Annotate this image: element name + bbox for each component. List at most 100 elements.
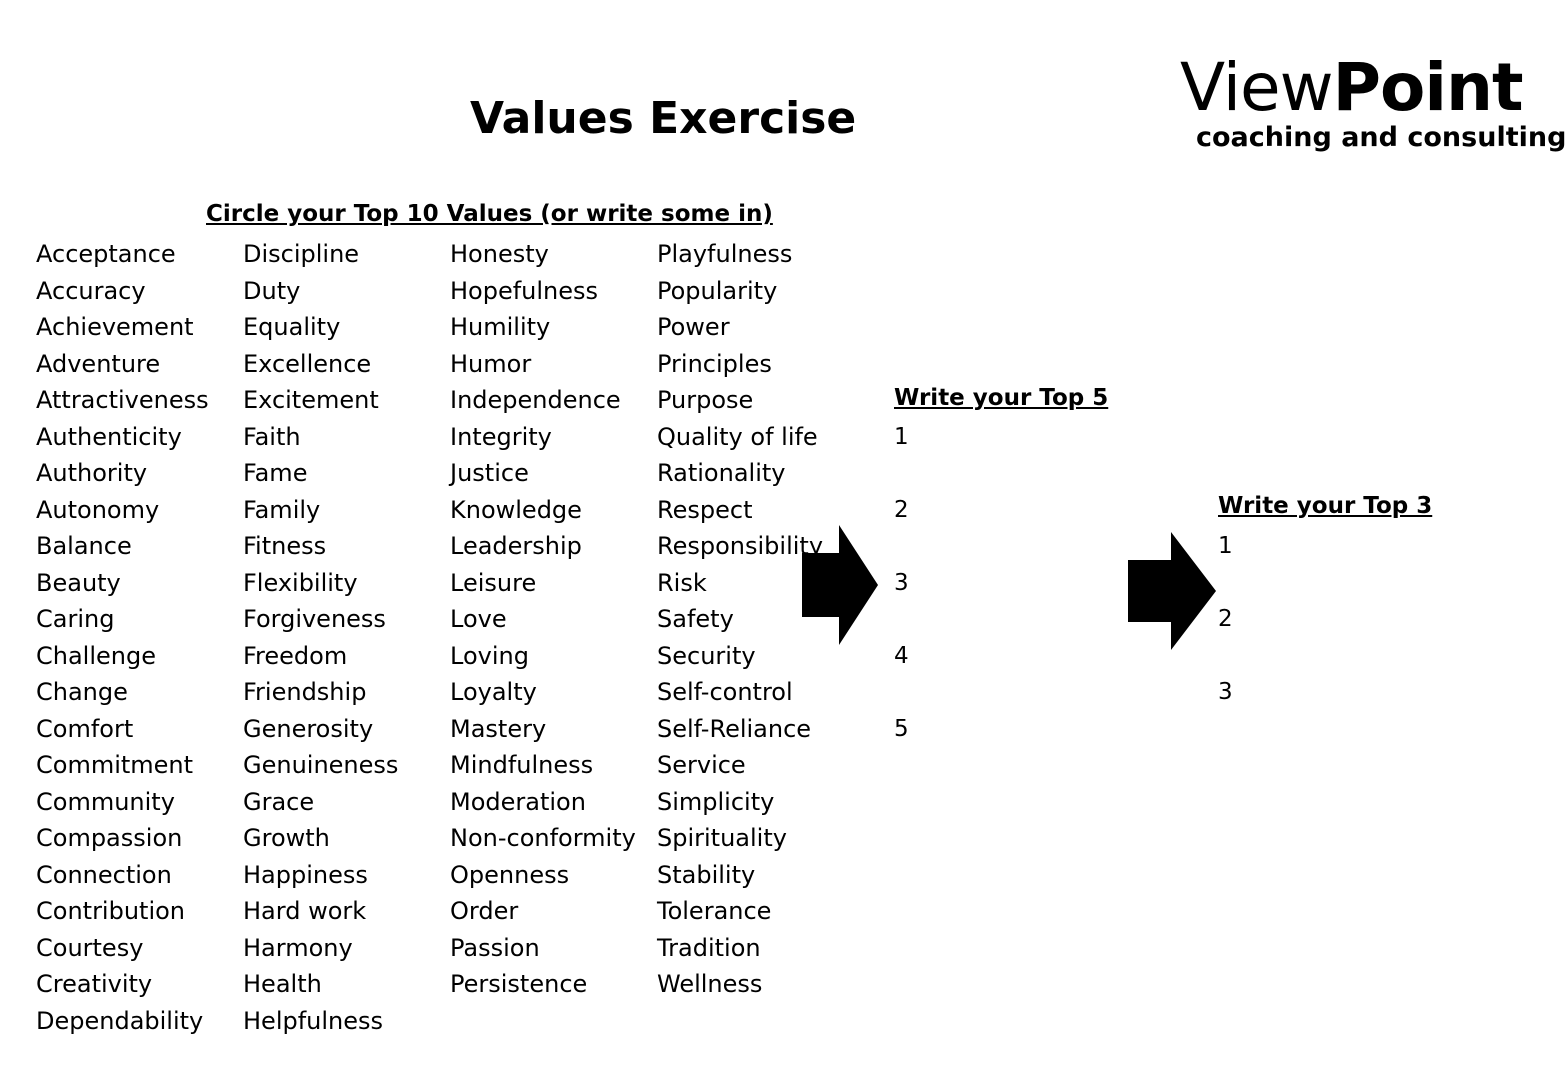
value-item: Flexibility	[243, 568, 358, 597]
top5-number: 3	[894, 570, 909, 596]
value-item: Excellence	[243, 349, 372, 378]
value-item: Purpose	[657, 386, 754, 414]
value-item: Health	[243, 970, 322, 998]
value-item: Tradition	[657, 933, 761, 962]
logo-tagline: coaching and consulting	[1196, 122, 1566, 153]
values-column-2: Discipline Duty Equality Excellence Exciteme…	[243, 236, 398, 1039]
value-item: Achievement	[36, 313, 194, 341]
value-item: Friendship	[243, 678, 367, 706]
values-column-4: Playfulness Popularity Power Principles Purp…	[657, 236, 823, 1003]
top5-number: 2	[894, 497, 909, 523]
value-item: Grace	[243, 787, 315, 816]
value-item: Loving	[450, 641, 529, 670]
value-item: Leadership	[450, 532, 582, 560]
value-item: Humor	[450, 349, 532, 378]
value-item: Popularity	[657, 276, 778, 305]
value-item: Genuineness	[243, 751, 399, 779]
logo-word-view: View	[1180, 49, 1334, 126]
value-item: Spirituality	[657, 824, 787, 852]
top3-number: 3	[1218, 679, 1233, 705]
values-heading: Circle your Top 10 Values (or write some…	[206, 201, 773, 227]
value-item: Responsibility	[657, 532, 824, 560]
value-item: Power	[657, 313, 730, 341]
top5-heading: Write your Top 5	[894, 385, 1109, 411]
value-item: Autonomy	[36, 495, 160, 524]
value-item: Authority	[36, 459, 148, 487]
value-item: Humility	[450, 313, 551, 341]
value-item: Authenticity	[36, 422, 182, 451]
value-item: Non-conformity	[450, 824, 636, 852]
value-item: Commitment	[36, 751, 194, 779]
value-item: Principles	[657, 349, 772, 378]
value-item: Safety	[657, 605, 734, 633]
value-item: Forgiveness	[243, 605, 386, 633]
value-item: Openness	[450, 860, 570, 889]
top3-number: 2	[1218, 606, 1233, 632]
value-item: Freedom	[243, 641, 348, 670]
value-item: Hopefulness	[450, 276, 599, 305]
value-item: Generosity	[243, 714, 374, 743]
arrow-right-icon	[1128, 532, 1216, 650]
value-item: Justice	[450, 459, 529, 487]
top3-number: 1	[1218, 533, 1233, 559]
value-item: Discipline	[243, 240, 360, 268]
value-item: Caring	[36, 605, 115, 633]
value-item: Moderation	[450, 787, 586, 816]
value-item: Knowledge	[450, 495, 582, 524]
value-item: Challenge	[36, 641, 156, 670]
values-column-3: Honesty Hopefulness Humility Humor Independe…	[450, 236, 636, 1003]
value-item: Order	[450, 897, 519, 925]
arrow-right-icon	[802, 525, 878, 645]
value-item: Connection	[36, 860, 172, 889]
value-item: Comfort	[36, 714, 134, 743]
value-item: Faith	[243, 422, 301, 451]
viewpoint-logo: ViewPoint coaching and consulting	[1180, 52, 1566, 162]
value-item: Dependability	[36, 1006, 204, 1035]
value-item: Wellness	[657, 970, 763, 998]
value-item: Change	[36, 678, 128, 706]
value-item: Integrity	[450, 422, 552, 451]
top3-heading: Write your Top 3	[1218, 493, 1433, 519]
top5-number: 1	[894, 424, 909, 450]
value-item: Hard work	[243, 897, 367, 925]
value-item: Honesty	[450, 240, 549, 268]
value-item: Compassion	[36, 824, 183, 852]
value-item: Respect	[657, 495, 753, 524]
value-item: Excitement	[243, 386, 379, 414]
value-item: Passion	[450, 933, 540, 962]
value-item: Playfulness	[657, 240, 793, 268]
value-item: Accuracy	[36, 276, 146, 305]
value-item: Rationality	[657, 459, 786, 487]
top5-number: 4	[894, 643, 909, 669]
value-item: Mastery	[450, 714, 547, 743]
value-item: Security	[657, 641, 756, 670]
value-item: Loyalty	[450, 678, 537, 706]
value-item: Growth	[243, 824, 330, 852]
values-column-1: Acceptance Accuracy Achievement Adventure At…	[36, 236, 209, 1039]
value-item: Risk	[657, 568, 707, 597]
value-item: Creativity	[36, 970, 153, 998]
value-item: Balance	[36, 532, 132, 560]
value-item: Equality	[243, 313, 341, 341]
value-item: Stability	[657, 860, 756, 889]
value-item: Happiness	[243, 860, 368, 889]
value-item: Leisure	[450, 568, 537, 597]
value-item: Courtesy	[36, 933, 144, 962]
value-item: Simplicity	[657, 787, 775, 816]
value-item: Service	[657, 751, 746, 779]
value-item: Family	[243, 495, 321, 524]
value-item: Community	[36, 787, 175, 816]
value-item: Duty	[243, 276, 301, 305]
top5-number: 5	[894, 716, 909, 742]
value-item: Acceptance	[36, 240, 176, 268]
value-item: Persistence	[450, 970, 588, 998]
value-item: Adventure	[36, 349, 161, 378]
value-item: Harmony	[243, 933, 353, 962]
logo-wordmark: ViewPoint	[1180, 52, 1523, 124]
value-item: Attractiveness	[36, 386, 209, 414]
value-item: Beauty	[36, 568, 121, 597]
value-item: Independence	[450, 386, 621, 414]
value-item: Quality of life	[657, 422, 818, 451]
value-item: Contribution	[36, 897, 186, 925]
value-item: Self-control	[657, 678, 793, 706]
